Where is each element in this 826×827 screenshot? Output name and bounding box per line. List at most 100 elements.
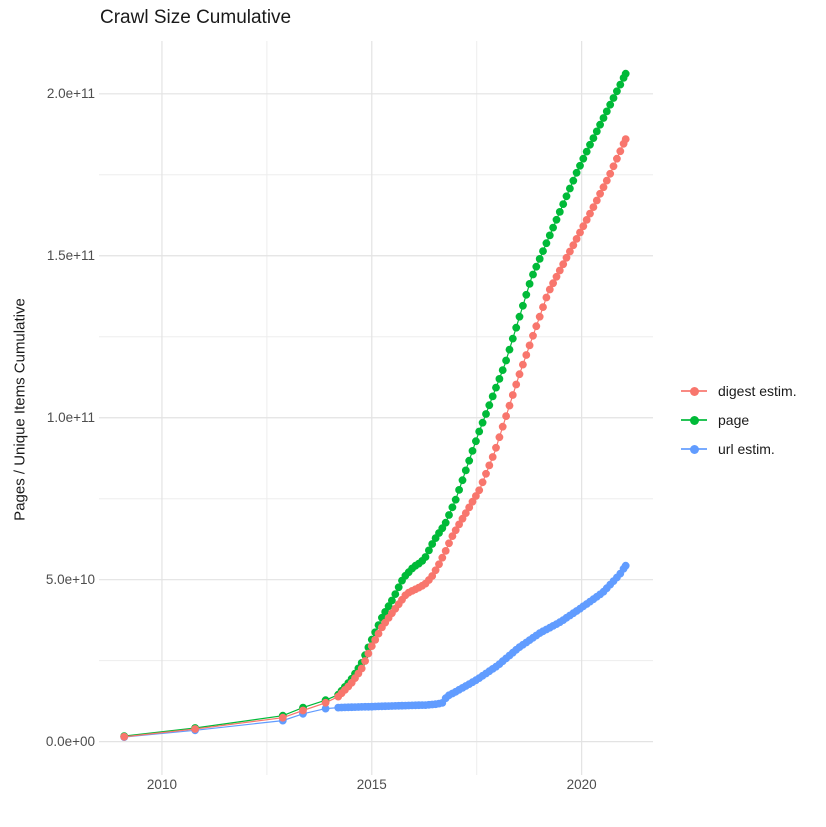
data-point-digest-estim [621,135,630,144]
data-point-digest-estim [495,433,504,442]
legend-item-digest-estim: digest estim. [681,381,797,401]
data-point-page [559,200,568,209]
data-point-digest-estim [522,351,531,359]
data-point-page [485,401,494,410]
data-point-page [472,437,480,446]
x-tick-label: 2020 [566,777,597,792]
data-point-digest-estim [606,169,615,178]
data-point-page [542,239,551,248]
chart-title: Crawl Size Cumulative [100,7,292,28]
data-point-page [566,184,574,193]
data-point-digest-estim [505,401,514,410]
data-point-digest-estim [569,241,578,250]
legend-item-url-estim: url estim. [681,439,797,459]
data-point-digest-estim [299,706,307,715]
data-point-page [515,312,524,321]
data-point-page [555,208,564,216]
data-point-digest-estim [589,203,598,212]
data-point-page [461,466,470,475]
series-url-estim-points [120,561,630,741]
data-point-digest-estim [445,539,453,548]
data-point-digest-estim [542,293,551,302]
legend-key-page [681,413,707,427]
data-point-page [388,596,396,605]
legend: digest estim. page url estim. [681,381,797,468]
data-point-digest-estim [374,629,383,638]
data-point-page [495,375,504,383]
data-point-digest-estim [502,412,510,420]
data-point-digest-estim [478,478,487,487]
legend-dot-swatch [689,415,699,425]
data-point-digest-estim [438,553,447,562]
data-point-page [475,427,484,436]
data-point-digest-estim [609,162,618,171]
data-point-page [505,345,514,354]
x-tick-label: 2010 [146,777,177,792]
data-point-page [525,280,534,288]
data-point-digest-estim [602,176,611,185]
data-point-digest-estim [367,642,376,650]
legend-dot-swatch [689,386,699,396]
data-point-digest-estim [582,216,591,224]
gridlines-major [99,41,653,775]
data-point-digest-estim [525,341,534,350]
data-point-digest-estim [549,279,557,288]
data-point-digest-estim [455,520,463,529]
data-point-page [576,161,584,170]
series-digest-estim-points [120,135,630,741]
data-point-digest-estim [555,266,564,275]
data-point-page [606,100,615,109]
data-point-page [498,366,507,374]
y-tick-label: 5.0e+10 [45,571,95,587]
data-point-page [582,147,591,156]
data-point-digest-estim [448,532,457,540]
data-point-digest-estim [451,526,460,535]
data-point-page [421,553,430,561]
data-point-digest-estim [441,547,450,555]
data-point-url-estim [621,561,630,570]
data-point-page [535,255,544,263]
data-point-page [592,127,601,136]
data-point-digest-estim [472,492,480,500]
data-point-page [478,418,487,427]
data-point-page [599,114,608,122]
data-point-digest-estim [596,189,604,198]
data-point-page [569,176,578,185]
data-point-page [529,270,537,279]
legend-label: page [718,412,750,428]
data-point-page [451,495,460,504]
data-point-page [482,410,490,418]
data-point-page [589,134,598,143]
data-point-digest-estim [475,486,484,495]
data-point-digest-estim [552,272,561,281]
data-point-page [441,518,450,527]
data-point-digest-estim [515,370,524,379]
data-point-page [572,168,581,177]
data-point-digest-estim [613,154,621,163]
data-point-page [545,231,554,240]
data-point-digest-estim [586,209,594,218]
y-tick-label: 2.0e+11 [46,85,95,101]
data-point-page [596,120,604,129]
data-point-digest-estim [485,461,494,470]
x-tick-label: 2015 [356,777,387,792]
data-point-page [512,323,521,332]
data-point-digest-estim [357,664,366,673]
data-point-page [502,356,510,365]
data-point-digest-estim [592,196,601,205]
data-point-page [455,486,463,494]
data-point-page [448,503,457,512]
data-point-digest-estim [361,657,369,665]
data-point-digest-estim [498,422,507,431]
data-point-digest-estim [431,566,440,575]
data-point-page [492,383,500,392]
data-point-digest-estim [529,331,537,340]
data-point-digest-estim [562,253,571,262]
data-point-page [391,590,400,598]
data-point-page [621,69,630,78]
data-point-digest-estim [278,713,287,722]
data-point-page [549,223,557,232]
data-point-page [579,154,588,163]
data-point-digest-estim [512,380,521,389]
